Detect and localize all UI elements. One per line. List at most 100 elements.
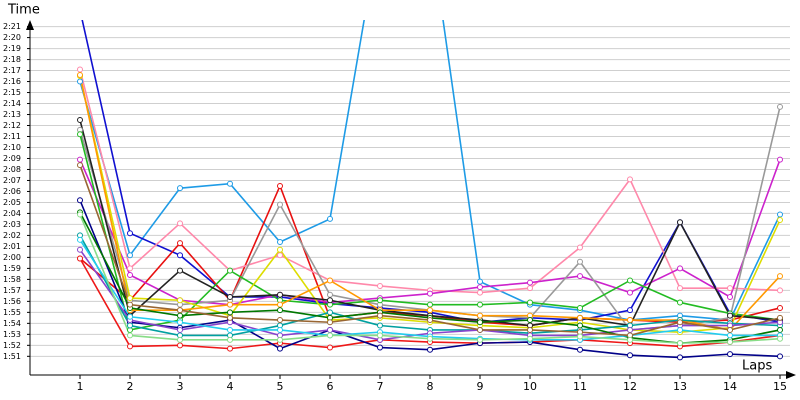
point <box>277 252 283 259</box>
point <box>477 319 483 326</box>
point <box>277 182 283 189</box>
point <box>327 344 333 351</box>
y-tick-label: 2:11 <box>3 132 21 141</box>
point <box>177 185 183 192</box>
point <box>777 326 783 333</box>
point <box>477 336 483 343</box>
point <box>677 326 683 333</box>
point <box>477 326 483 333</box>
y-tick-label: 2:17 <box>3 66 21 75</box>
point <box>227 345 233 352</box>
y-tick-label: 2:09 <box>3 154 21 163</box>
point <box>577 273 583 280</box>
x-tick-label: 11 <box>573 380 587 393</box>
x-arrow <box>786 371 796 379</box>
point <box>627 176 633 183</box>
x-tick-label: 1 <box>77 380 84 393</box>
point <box>577 346 583 353</box>
x-tick-label: 13 <box>673 380 687 393</box>
point <box>277 345 283 352</box>
x-tick-label: 5 <box>277 380 284 393</box>
point <box>327 215 333 222</box>
point <box>577 244 583 251</box>
point <box>277 307 283 314</box>
point <box>277 301 283 308</box>
point <box>627 326 633 333</box>
y-tick-label: 2:06 <box>3 187 21 196</box>
y-tick-label: 2:03 <box>3 220 21 229</box>
point <box>277 326 283 333</box>
y-tick-label: 2:07 <box>3 176 21 185</box>
point <box>77 131 83 138</box>
point <box>727 326 733 333</box>
y-axis-label: Time <box>7 3 40 18</box>
point <box>427 307 433 314</box>
point <box>227 301 233 308</box>
point <box>527 299 533 306</box>
y-tick-label: 2:16 <box>3 77 21 86</box>
point <box>177 220 183 227</box>
point <box>177 319 183 326</box>
point <box>777 156 783 163</box>
point <box>78 8 83 13</box>
point <box>177 307 183 314</box>
point <box>127 230 133 237</box>
point <box>77 255 83 262</box>
point <box>227 309 233 316</box>
point <box>177 297 183 304</box>
point <box>177 342 183 349</box>
point <box>577 322 583 329</box>
x-tick-label: 9 <box>477 380 484 393</box>
point <box>77 71 83 78</box>
point <box>127 252 133 259</box>
point <box>677 299 683 306</box>
y-tick-label: 1:55 <box>3 308 21 317</box>
point <box>377 344 383 351</box>
y-tick-label: 1:57 <box>3 286 21 295</box>
point <box>627 307 633 314</box>
point <box>277 291 283 298</box>
point <box>477 312 483 319</box>
point <box>277 201 283 208</box>
point <box>327 332 333 339</box>
point <box>227 336 233 343</box>
point <box>527 285 533 292</box>
y-tick-label: 1:51 <box>3 352 21 361</box>
x-tick-label: 2 <box>127 380 134 393</box>
y-tick-label: 2:14 <box>3 99 21 108</box>
point <box>227 180 233 187</box>
point <box>427 317 433 324</box>
y-tick-label: 2:12 <box>3 121 21 130</box>
point <box>577 304 583 311</box>
point <box>627 336 633 343</box>
point <box>227 267 233 274</box>
point <box>677 354 683 361</box>
point <box>627 352 633 359</box>
point <box>277 336 283 343</box>
point <box>177 267 183 274</box>
y-tick-label: 2:04 <box>3 209 21 218</box>
point <box>777 273 783 280</box>
point <box>127 322 133 329</box>
point <box>327 319 333 326</box>
x-tick-label: 10 <box>523 380 537 393</box>
y-tick-label: 2:10 <box>3 143 21 152</box>
x-tick-label: 14 <box>723 380 737 393</box>
point <box>77 117 83 124</box>
point <box>77 211 83 218</box>
x-tick-label: 7 <box>377 380 384 393</box>
point <box>277 317 283 324</box>
point <box>377 282 383 289</box>
y-tick-label: 2:21 <box>3 22 21 31</box>
point <box>77 236 83 243</box>
y-tick-label: 1:53 <box>3 330 21 339</box>
point <box>527 279 533 286</box>
point <box>377 322 383 329</box>
point <box>77 66 83 73</box>
point <box>577 333 583 340</box>
point <box>727 332 733 339</box>
point <box>777 335 783 342</box>
point <box>427 301 433 308</box>
point <box>627 317 633 324</box>
